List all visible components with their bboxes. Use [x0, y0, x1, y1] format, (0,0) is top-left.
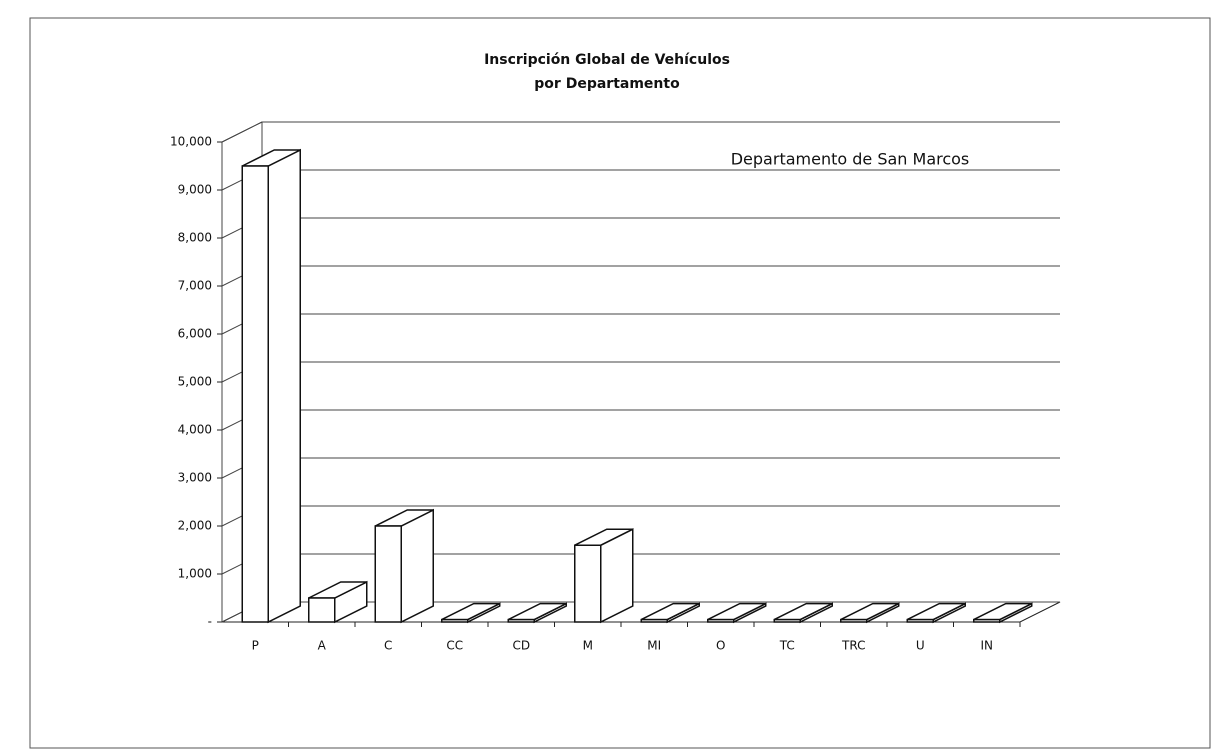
bar-side	[400, 508, 434, 624]
bar-front	[507, 618, 535, 623]
bar-top	[840, 602, 900, 621]
x-tick-label: M	[583, 639, 593, 653]
bar-front	[441, 618, 469, 623]
bar-front	[574, 544, 602, 623]
back-wall	[221, 121, 1060, 622]
bar-front	[707, 618, 735, 623]
bar	[906, 602, 966, 624]
bar	[773, 602, 833, 624]
y-tick-label: 2,000	[178, 519, 212, 533]
y-tick-label: 3,000	[178, 471, 212, 485]
bar	[973, 602, 1033, 624]
x-tick-label: MI	[647, 639, 661, 653]
bar-top	[640, 602, 700, 621]
y-tick-label: 9,000	[178, 183, 212, 197]
bar-front	[374, 525, 402, 623]
x-tick-label: CD	[512, 639, 530, 653]
bar-front	[906, 618, 934, 623]
bar	[507, 602, 567, 624]
x-tick-label: A	[318, 639, 327, 653]
chart-title: Inscripción Global de Vehículos	[484, 52, 730, 68]
bar	[374, 508, 434, 624]
bar	[441, 602, 501, 624]
y-tick-label: 1,000	[178, 567, 212, 581]
x-tick-label: P	[252, 639, 259, 653]
bar	[707, 602, 767, 624]
x-tick-label: TRC	[841, 639, 865, 653]
y-tick-label: 7,000	[178, 279, 212, 293]
x-tick-label: O	[716, 639, 725, 653]
bar-top	[973, 602, 1033, 621]
bar-front	[640, 618, 668, 623]
bar-top	[441, 602, 501, 621]
bar-front	[840, 618, 868, 623]
x-tick-label: TC	[779, 639, 795, 653]
chart-title: por Departamento	[534, 76, 680, 92]
bar-front	[241, 165, 269, 623]
bar-side	[267, 148, 301, 624]
bar-front	[773, 618, 801, 623]
bar	[241, 148, 301, 624]
annotation: Departamento de San Marcos	[731, 150, 970, 169]
x-tick-label: C	[384, 639, 392, 653]
x-tick-label: IN	[980, 639, 993, 653]
bar	[308, 580, 368, 624]
grid-line	[221, 121, 263, 143]
x-tick-label: CC	[446, 639, 463, 653]
y-tick-label: 4,000	[178, 423, 212, 437]
y-tick-label: 5,000	[178, 375, 212, 389]
bar-top	[773, 602, 833, 621]
bar	[840, 602, 900, 624]
bar-front	[308, 597, 336, 623]
y-tick-label: -	[208, 615, 212, 629]
bar-top	[707, 602, 767, 621]
y-tick-label: 10,000	[170, 135, 212, 149]
frame	[29, 17, 1211, 749]
bar	[640, 602, 700, 624]
bar-front	[973, 618, 1001, 623]
y-tick-label: 6,000	[178, 327, 212, 341]
x-tick-label: U	[916, 639, 925, 653]
bar-top	[507, 602, 567, 621]
y-tick-label: 8,000	[178, 231, 212, 245]
bar-top	[906, 602, 966, 621]
bar	[574, 527, 634, 624]
